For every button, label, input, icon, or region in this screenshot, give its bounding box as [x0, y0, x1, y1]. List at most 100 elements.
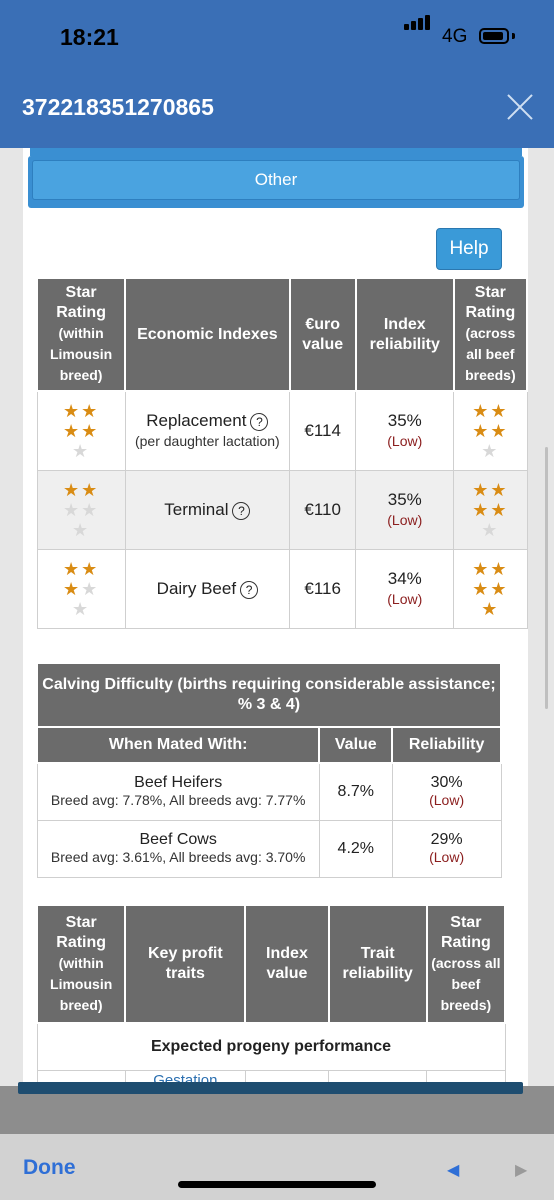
header-key-profit-traits: Key profit traits [124, 904, 247, 1024]
question-icon[interactable]: ? [240, 580, 259, 599]
reliability-level: (Low) [387, 591, 423, 607]
index-name: Dairy Beef [156, 579, 237, 598]
reliability-value: 30% [430, 774, 463, 791]
economic-index-table: Star Rating (within Limousin breed) Econ… [35, 277, 529, 629]
star-empty-icon: ★ [62, 500, 82, 520]
modal-header [0, 66, 554, 148]
table-row: ★★ ★★ ★ Terminal? €110 35% (Low) ★★ ★★ ★ [36, 470, 528, 550]
help-button[interactable]: Help [436, 228, 502, 270]
done-button[interactable]: Done [23, 1156, 76, 1179]
star-filled-icon: ★ [490, 480, 509, 500]
calving-value: 8.7% [318, 762, 393, 821]
star-empty-icon: ★ [81, 500, 100, 520]
reliability-level: (Low) [387, 512, 423, 528]
star-filled-icon: ★ [490, 579, 509, 599]
reliability-value: 35% [387, 411, 422, 430]
star-filled-icon: ★ [472, 579, 491, 599]
index-sub: (per daughter lactation) [134, 433, 280, 449]
section-title: Expected progeny performance [36, 1022, 506, 1071]
star-filled-icon: ★ [490, 421, 509, 441]
star-filled-icon: ★ [490, 500, 509, 520]
euro-value: €110 [289, 470, 357, 550]
header-star-across: Star Rating (across all beef breeds) [425, 904, 507, 1024]
reliability-level: (Low) [429, 792, 465, 808]
header-index-reliability: Index reliability [354, 277, 455, 392]
forward-arrow-icon[interactable]: ▶ [515, 1162, 528, 1179]
star-empty-icon: ★ [481, 441, 500, 461]
star-rating-within: ★★ ★★ ★ [53, 559, 109, 619]
star-empty-icon: ★ [72, 599, 91, 619]
star-filled-icon: ★ [81, 480, 100, 500]
star-rating-across: ★★ ★★ ★ [462, 401, 518, 461]
header-value: Value [318, 726, 394, 764]
euro-value: €114 [289, 390, 357, 471]
table-row: ★★ ★★ ★ Replacement? (per daughter lactati… [36, 390, 528, 471]
star-rating-across: ★★ ★★ ★ [462, 559, 518, 619]
network-type: 4G [442, 26, 468, 47]
close-icon[interactable] [505, 92, 535, 122]
breed-avg: Breed avg: 7.78%, All breeds avg: 7.77% [50, 792, 306, 808]
reliability-value: 29% [430, 831, 463, 848]
header-trait-reliability: Trait reliability [327, 904, 428, 1024]
star-rating-within: ★★ ★★ ★ [53, 401, 109, 461]
star-filled-icon: ★ [490, 559, 509, 579]
header-mated-with: When Mated With: [35, 726, 321, 764]
scrollbar-thumb[interactable] [545, 447, 548, 709]
header-economic-indexes: Economic Indexes [124, 277, 291, 392]
header-euro-value: €uro value [288, 277, 357, 392]
back-arrow-icon[interactable]: ◀ [447, 1162, 460, 1179]
star-empty-icon: ★ [72, 520, 91, 540]
reliability-value: 35% [387, 490, 422, 509]
star-filled-icon: ★ [81, 421, 100, 441]
index-name: Terminal [164, 500, 229, 519]
star-rating-across: ★★ ★★ ★ [462, 480, 518, 540]
profit-traits-table: Star Rating (within Limousin breed) Key … [35, 904, 507, 1088]
status-time: 18:21 [60, 24, 119, 50]
star-filled-icon: ★ [81, 401, 100, 421]
star-filled-icon: ★ [81, 559, 100, 579]
reliability-value: 34% [387, 569, 422, 588]
calving-difficulty-table: Calving Difficulty (births requiring con… [35, 662, 502, 878]
star-empty-icon: ★ [72, 441, 91, 461]
header-reliability: Reliability [391, 726, 502, 764]
star-filled-icon: ★ [62, 559, 82, 579]
table-row: Beef Cows Breed avg: 3.61%, All breeds a… [36, 820, 502, 878]
star-empty-icon: ★ [481, 520, 500, 540]
star-filled-icon: ★ [472, 421, 491, 441]
star-filled-icon: ★ [472, 480, 491, 500]
star-empty-icon: ★ [81, 579, 100, 599]
status-bar [0, 0, 554, 66]
calving-title: Calving Difficulty (births requiring con… [36, 662, 502, 728]
index-name: Replacement [146, 411, 247, 430]
header-star-within: Star Rating (within Limousin breed) [35, 904, 127, 1024]
table-row: ★★ ★★ ★ Dairy Beef? €116 34% (Low) ★★ ★★ ★ [36, 549, 528, 629]
header-index-value: Index value [244, 904, 330, 1024]
bottom-edge-bar [18, 1082, 523, 1094]
calving-value: 4.2% [318, 820, 393, 878]
home-indicator [178, 1181, 376, 1188]
question-icon[interactable]: ? [250, 412, 269, 431]
star-filled-icon: ★ [62, 401, 82, 421]
star-filled-icon: ★ [490, 401, 509, 421]
header-star-across: Star Rating (across all beef breeds) [452, 277, 529, 392]
mated-name: Beef Heifers [134, 774, 223, 791]
reliability-level: (Low) [387, 433, 423, 449]
toolbar-top-band [0, 1086, 554, 1134]
battery-icon [479, 28, 509, 44]
star-filled-icon: ★ [62, 579, 82, 599]
content-area[interactable]: Other Help Star Rating (within Limousin … [0, 148, 554, 1088]
star-filled-icon: ★ [62, 421, 82, 441]
star-rating-within: ★★ ★★ ★ [53, 480, 109, 540]
star-filled-icon: ★ [472, 559, 491, 579]
star-filled-icon: ★ [62, 480, 82, 500]
previous-button-edge[interactable] [30, 148, 522, 156]
modal-title: 372218351270865 [22, 94, 214, 120]
breed-avg: Breed avg: 3.61%, All breeds avg: 3.70% [50, 849, 306, 865]
star-filled-icon: ★ [472, 401, 491, 421]
question-icon[interactable]: ? [232, 501, 251, 520]
table-row: Beef Heifers Breed avg: 7.78%, All breed… [36, 762, 502, 821]
star-filled-icon: ★ [472, 500, 491, 520]
other-button[interactable]: Other [32, 160, 520, 200]
euro-value: €116 [289, 549, 357, 629]
battery-tip [512, 33, 515, 39]
